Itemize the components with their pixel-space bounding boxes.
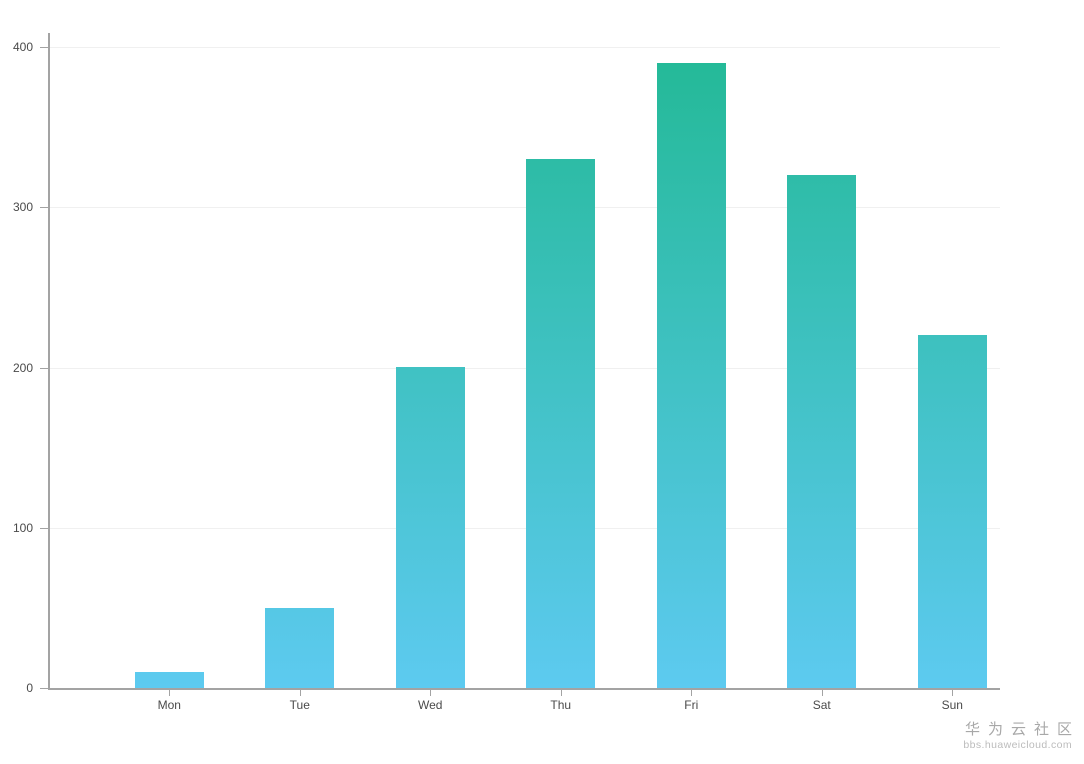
x-axis-tick — [691, 690, 693, 696]
x-axis-tick — [560, 690, 562, 696]
watermark-community-name: 华为云社区 — [964, 721, 1080, 738]
bar-fri[interactable] — [656, 63, 726, 688]
x-axis-tick-label: Sat — [812, 698, 831, 712]
x-axis-tick-label: Tue — [289, 698, 310, 712]
bar-tue[interactable] — [265, 608, 335, 688]
bar-wed[interactable] — [395, 367, 465, 688]
y-axis-line — [48, 33, 50, 690]
x-axis-tick — [169, 690, 171, 696]
bar-thu[interactable] — [526, 159, 596, 688]
x-axis-tick — [952, 690, 954, 696]
y-gridline — [50, 527, 1000, 529]
x-axis-tick-label: Fri — [684, 698, 699, 712]
y-axis-tick-label: 100 — [12, 520, 33, 535]
watermark: 华为云社区 bbs.huaweicloud.com — [963, 720, 1072, 752]
x-axis-tick — [821, 690, 823, 696]
bar-sun[interactable] — [917, 335, 987, 688]
watermark-site-url: bbs.huaweicloud.com — [963, 739, 1072, 751]
y-axis-tick-label: 400 — [12, 40, 33, 54]
bar-mon[interactable] — [134, 672, 204, 688]
y-gridline — [50, 367, 1000, 369]
x-axis-tick — [430, 690, 432, 696]
y-axis-tick — [40, 207, 48, 209]
x-axis-tick-label: Sun — [941, 698, 963, 712]
x-axis-tick-label: Thu — [550, 698, 572, 712]
x-axis-tick — [299, 690, 301, 696]
y-axis-tick — [40, 367, 48, 369]
x-axis-tick-label: Mon — [157, 698, 181, 712]
y-axis-tick — [40, 688, 48, 689]
y-axis-tick-label: 0 — [26, 681, 33, 695]
x-axis-line — [48, 688, 1000, 690]
y-axis-tick-label: 300 — [12, 200, 33, 215]
y-gridline — [50, 207, 1000, 209]
y-axis-tick — [40, 47, 48, 48]
y-axis-tick-label: 200 — [12, 360, 33, 375]
bar-sat[interactable] — [787, 175, 857, 688]
y-axis-tick — [40, 527, 48, 529]
y-gridline — [50, 47, 1000, 48]
x-axis-tick-label: Wed — [418, 698, 443, 712]
